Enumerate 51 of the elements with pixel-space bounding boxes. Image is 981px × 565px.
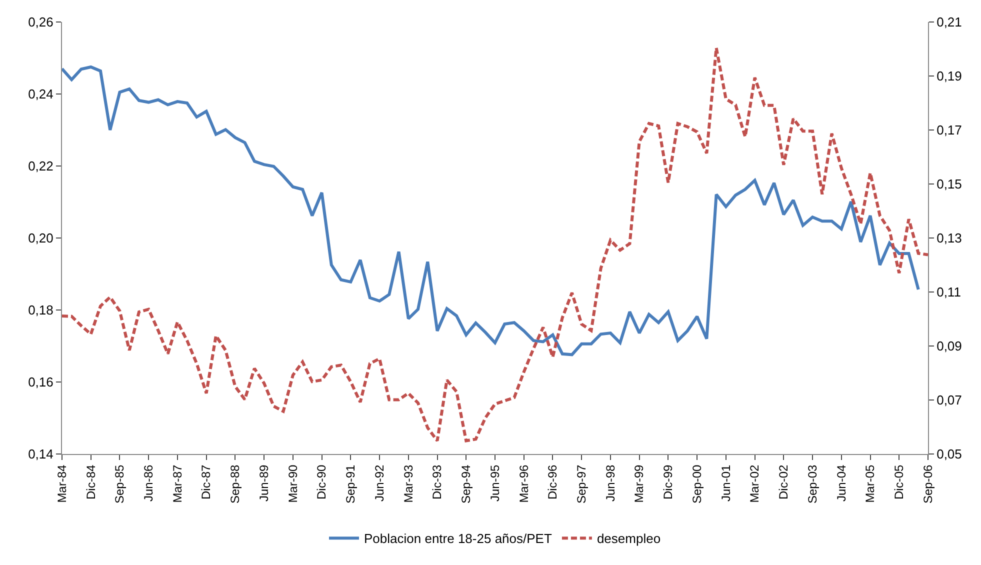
x-tick-label: Dic-87	[199, 464, 214, 500]
x-tick-label: Jun-95	[488, 464, 502, 502]
x-tick-label: Jun-92	[372, 464, 386, 502]
x-tick-label: Mar-87	[170, 464, 184, 503]
y2-tick-label: 0,21	[936, 14, 962, 30]
x-tick-label: Sep-88	[228, 464, 242, 504]
y-tick-label: 0,18	[28, 302, 54, 318]
x-tick-label: Sep-94	[459, 464, 474, 504]
x-tick-label: Sep-00	[690, 464, 704, 504]
line-series	[62, 66, 920, 356]
y2-tick-label: 0,09	[936, 338, 962, 354]
y2-tick-label: 0,05	[936, 446, 962, 462]
y-tick-label: 0,16	[28, 374, 54, 390]
legend-label: desempleo	[596, 531, 661, 546]
x-tick-label: Mar-05	[863, 464, 878, 503]
x-tick-label: Mar-02	[748, 464, 762, 503]
x-tick-label: Dic-99	[661, 464, 676, 500]
x-tick-label: Dic-02	[776, 464, 791, 500]
y2-tick-label: 0,19	[936, 68, 962, 84]
legend-label: Poblacion entre 18-25 años/PET	[364, 531, 552, 546]
y2-tick-label: 0,15	[936, 176, 962, 192]
y-tick-label: 0,20	[28, 230, 54, 246]
y-tick-label: 0,26	[28, 14, 54, 30]
x-tick-label: Sep-85	[112, 464, 127, 504]
x-tick-label: Mar-93	[401, 464, 416, 503]
x-tick-label: Mar-84	[54, 464, 69, 503]
y2-tick-label: 0,17	[936, 122, 962, 138]
x-tick-label: Mar-99	[632, 464, 646, 503]
x-tick-label: Dic-93	[430, 464, 444, 500]
x-tick-label: Sep-03	[805, 464, 820, 504]
y2-tick-label: 0,07	[936, 392, 962, 408]
y-tick-label: 0,24	[28, 86, 54, 102]
line-series	[62, 46, 928, 442]
y2-tick-label: 0,13	[936, 230, 962, 246]
x-tick-label: Jun-04	[834, 464, 848, 502]
x-tick-label: Jun-01	[718, 464, 733, 502]
x-tick-label: Dic-05	[892, 464, 906, 500]
y-tick-label: 0,22	[28, 158, 54, 174]
x-tick-label: Dic-84	[84, 464, 98, 500]
x-tick-label: Sep-97	[574, 464, 588, 504]
x-tick-label: Dic-96	[546, 464, 560, 500]
x-tick-label: Jun-86	[142, 464, 156, 502]
x-tick-label: Dic-90	[314, 464, 329, 500]
x-tick-label: Sep-91	[344, 464, 358, 504]
y2-tick-label: 0,11	[936, 284, 961, 300]
y-tick-label: 0,14	[28, 446, 54, 462]
x-tick-label: Mar-90	[286, 464, 300, 503]
x-tick-label: Jun-89	[256, 464, 271, 502]
x-tick-label: Jun-98	[603, 464, 618, 502]
x-tick-label: Sep-06	[920, 464, 935, 504]
x-tick-label: Mar-96	[516, 464, 531, 503]
